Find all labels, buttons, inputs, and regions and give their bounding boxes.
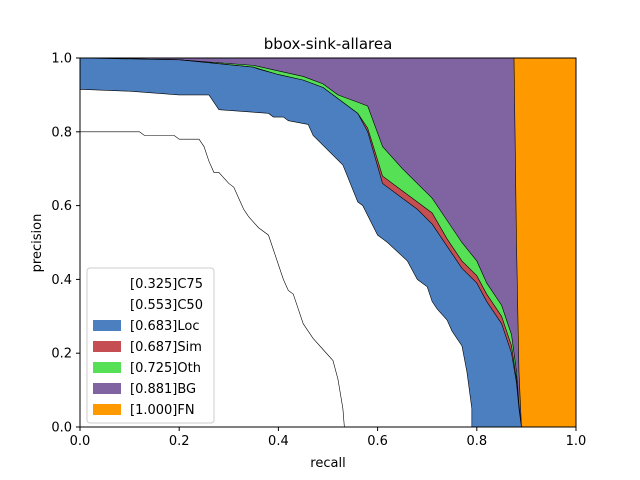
- chart-title: bbox-sink-allarea: [264, 35, 393, 53]
- x-tick-label: 1.0: [566, 434, 587, 449]
- legend-swatch-bg: [93, 383, 121, 394]
- x-tick-label: 0.6: [367, 434, 388, 449]
- axes-frame: [79, 57, 577, 428]
- x-tick-label: 0.0: [70, 434, 91, 449]
- legend-swatch-oth: [93, 362, 121, 373]
- legend-swatch-fn: [93, 404, 121, 415]
- legend-swatch-c75: [93, 278, 121, 289]
- y-tick-label: 1.0: [51, 52, 72, 67]
- legend-label-c50: [0.553]C50: [130, 298, 203, 313]
- legend-label-c75: [0.325]C75: [130, 277, 203, 292]
- legend-swatch-sim: [93, 341, 121, 352]
- x-tick-label: 0.4: [268, 434, 289, 449]
- y-tick-label: 0.0: [51, 421, 72, 436]
- legend: [0.325]C75 [0.553]C50 [0.683]Loc [0.687]Sim…: [86, 267, 215, 424]
- y-tick-label: 0.4: [51, 273, 72, 288]
- x-axis-label: recall: [310, 456, 345, 471]
- legend-label-fn: [1.000]FN: [130, 403, 195, 418]
- legend-label-oth: [0.725]Oth: [130, 361, 201, 376]
- legend-label-sim: [0.687]Sim: [130, 340, 202, 355]
- x-tick-label: 0.8: [466, 434, 487, 449]
- y-tick-label: 0.6: [51, 199, 72, 214]
- y-axis-label: precision: [30, 214, 45, 273]
- x-tick-label: 0.2: [169, 434, 190, 449]
- legend-swatch-loc: [93, 320, 121, 331]
- legend-label-bg: [0.881]BG: [130, 382, 196, 397]
- legend-swatch-c50: [93, 299, 121, 310]
- y-tick-label: 0.2: [51, 347, 72, 362]
- y-tick-label: 0.8: [51, 125, 72, 140]
- legend-label-loc: [0.683]Loc: [130, 319, 199, 334]
- axes: 0.0 0.2 0.4 0.6 0.8 1.0 0.0 0.2 0.4 0.6 0.8 1.0: [51, 52, 586, 450]
